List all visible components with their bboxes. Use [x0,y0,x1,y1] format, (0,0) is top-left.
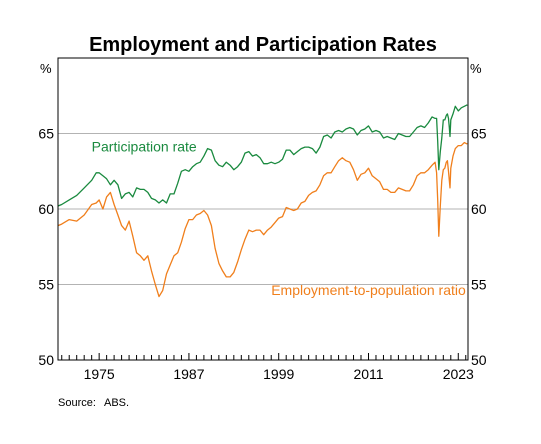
plot-frame [57,57,469,361]
employment-population-line [57,141,468,298]
x-tick-label: 1999 [263,366,294,382]
y-tick-label-right: 55 [471,277,487,293]
y-tick-label-left: 60 [38,201,54,217]
participation-rate-label: Participation rate [92,139,197,155]
series-labels: Participation rate Employment-to-populati… [92,139,466,298]
participation-rate-line [57,104,468,207]
x-tick-label: 1987 [173,366,204,382]
source-text: ABS. [104,397,129,409]
x-tick-label: 1975 [84,366,115,382]
y-tick-label-right: 50 [471,352,487,368]
y-tick-label-right: 60 [471,201,487,217]
x-tick-label: 2011 [353,366,383,382]
chart-title: Employment and Participation Rates [89,34,437,56]
gridlines [58,133,468,285]
y-unit-right: % [470,61,482,76]
y-tick-label-left: 65 [38,126,54,142]
y-unit-left: % [40,61,52,76]
axis-ticks: 50 50 55 55 60 60 65 65 1975 1987 1999 2011 2023 [38,126,486,383]
x-tick-label: 2023 [443,366,474,382]
y-tick-label-left: 55 [38,277,54,293]
employment-population-label: Employment-to-population ratio [271,282,466,298]
y-tick-label-left: 50 [38,352,54,368]
source-label: Source: [58,397,96,409]
series-lines [57,104,468,298]
y-tick-label-right: 65 [471,126,487,142]
